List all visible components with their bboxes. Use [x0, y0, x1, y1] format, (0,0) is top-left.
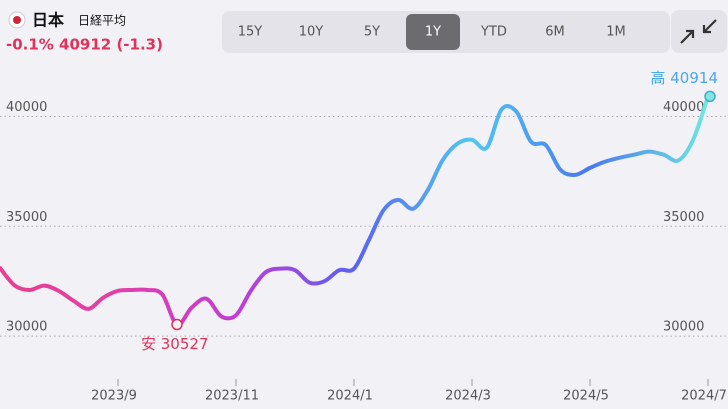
collapse-icon [680, 19, 717, 44]
low-label: 安 30527 [141, 335, 209, 353]
y-tick-label: 40000 [663, 100, 704, 115]
low-marker [171, 318, 183, 331]
x-tick-label: 2024/7 [681, 389, 727, 404]
high-marker [704, 90, 716, 103]
y-tick-label: 40000 [6, 100, 47, 115]
range-button[interactable]: YTD [480, 25, 507, 40]
range-button[interactable]: 6M [545, 25, 565, 40]
x-tick-label: 2024/3 [445, 389, 491, 404]
x-tick-label: 2024/5 [563, 389, 609, 404]
range-button[interactable]: 15Y [238, 25, 263, 40]
collapse-button[interactable] [671, 10, 727, 53]
y-tick-label: 35000 [663, 210, 704, 225]
range-button[interactable]: 1M [606, 25, 626, 40]
x-tick-label: 2023/11 [205, 389, 259, 404]
range-active-bg [406, 14, 460, 50]
x-tick-label: 2024/1 [327, 389, 373, 404]
price-line [0, 94, 710, 327]
high-label: 高 40914 [651, 69, 719, 87]
quote: -0.1% 40912 (-1.3) [6, 36, 163, 54]
index-name: 日経平均 [78, 14, 126, 28]
y-tick-label: 35000 [6, 210, 47, 225]
y-tick-label: 30000 [6, 320, 47, 335]
x-tick-label: 2023/9 [91, 389, 137, 404]
country: 日本 [32, 11, 64, 30]
range-button[interactable]: 5Y [364, 25, 380, 40]
range-button[interactable]: 10Y [299, 25, 324, 40]
y-tick-label: 30000 [663, 320, 704, 335]
range-button[interactable]: 1Y [425, 25, 441, 40]
flag-dot [13, 16, 21, 24]
